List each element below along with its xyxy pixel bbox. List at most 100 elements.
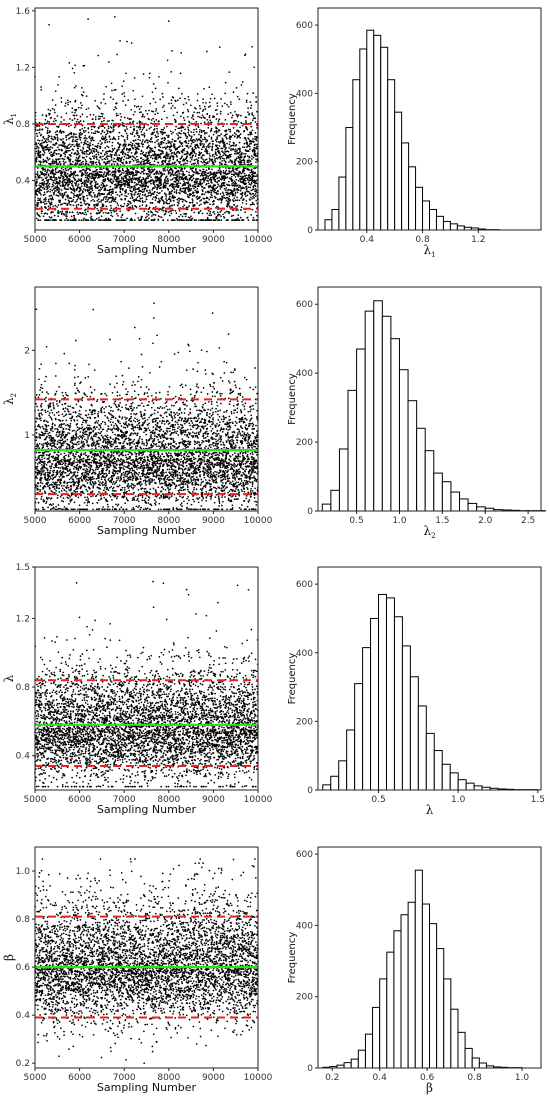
sample-point (111, 182, 114, 185)
sample-point (70, 132, 73, 134)
sample-point (178, 178, 181, 181)
sample-point (150, 126, 152, 129)
sample-point (54, 149, 56, 152)
sample-point (200, 199, 203, 201)
sample-point (61, 171, 64, 174)
sample-point (66, 211, 69, 214)
sample-point (225, 129, 228, 132)
sample-point (54, 167, 57, 170)
sample-point (81, 150, 84, 152)
sample-point (77, 106, 80, 109)
sample-point (64, 198, 67, 201)
sample-point (161, 118, 163, 121)
sample-point (49, 188, 52, 191)
sample-point (171, 105, 174, 107)
sample-point (101, 209, 103, 212)
sample-point (228, 202, 230, 204)
sample-point (149, 202, 152, 204)
sample-point (84, 171, 87, 173)
sample-point (172, 170, 174, 172)
sample-point (127, 99, 130, 101)
sample-point (117, 135, 120, 138)
sample-point (71, 143, 74, 146)
sample-point (250, 133, 253, 136)
sample-point (80, 219, 83, 221)
sample-point (220, 133, 223, 135)
sample-point (114, 172, 116, 175)
sample-point (193, 151, 196, 154)
sample-point (151, 150, 154, 153)
sample-point (188, 171, 190, 174)
sample-point (37, 201, 40, 204)
sample-point (255, 179, 258, 182)
sample-point (155, 156, 157, 159)
sample-point (101, 158, 104, 161)
sample-point (129, 160, 132, 163)
sample-point (108, 162, 110, 164)
sample-point (125, 195, 128, 198)
sample-point (167, 180, 170, 182)
sample-point (230, 144, 233, 147)
sample-point (225, 199, 228, 202)
sample-point (193, 128, 195, 131)
sample-point (222, 192, 225, 195)
sample-point (76, 138, 79, 141)
sample-point (87, 181, 89, 183)
sample-point (194, 155, 197, 157)
sample-point (164, 185, 167, 187)
sample-point (128, 187, 131, 189)
sample-point (183, 204, 186, 207)
sample-point (36, 212, 39, 214)
sample-point (74, 111, 76, 114)
sample-point (84, 134, 87, 137)
sample-point (123, 185, 126, 187)
sample-point (139, 139, 142, 142)
sample-point (108, 120, 110, 122)
sample-point (87, 219, 90, 221)
sample-point (196, 180, 198, 183)
sample-point (68, 200, 71, 203)
sample-point (148, 109, 150, 112)
sample-point (171, 204, 174, 207)
sample-point (195, 130, 198, 133)
sample-point (91, 189, 94, 192)
sample-point (38, 160, 40, 163)
sample-point (136, 125, 138, 128)
sample-point (138, 145, 141, 148)
sample-point (36, 171, 39, 173)
sample-point (52, 120, 55, 123)
sample-point (130, 179, 133, 182)
sample-point (151, 211, 154, 214)
sample-point (114, 198, 117, 201)
sample-point (165, 210, 168, 213)
sample-point (75, 85, 77, 87)
sample-point (221, 105, 224, 108)
sample-point (115, 102, 118, 104)
sample-point (201, 114, 204, 117)
sample-point (130, 151, 133, 154)
sample-point (197, 185, 200, 188)
sample-point (204, 138, 207, 141)
sample-point (229, 128, 232, 131)
sample-point (209, 97, 212, 100)
sample-point (238, 130, 240, 133)
sample-point (162, 146, 164, 149)
sample-point (254, 135, 256, 138)
sample-point (204, 161, 207, 164)
sample-point (160, 171, 163, 174)
sample-point (214, 189, 216, 192)
sample-point (75, 133, 77, 136)
sample-point (44, 170, 47, 172)
sample-point (55, 176, 58, 179)
sample-point (102, 167, 105, 170)
sample-point (65, 217, 68, 220)
sample-point (135, 150, 138, 153)
sample-point (81, 104, 83, 107)
sample-point (182, 187, 185, 189)
sample-point (134, 186, 136, 189)
sample-point (46, 171, 48, 174)
sample-point (252, 156, 255, 159)
sample-point (103, 131, 106, 134)
sample-point (154, 146, 157, 149)
sample-point (245, 185, 248, 188)
